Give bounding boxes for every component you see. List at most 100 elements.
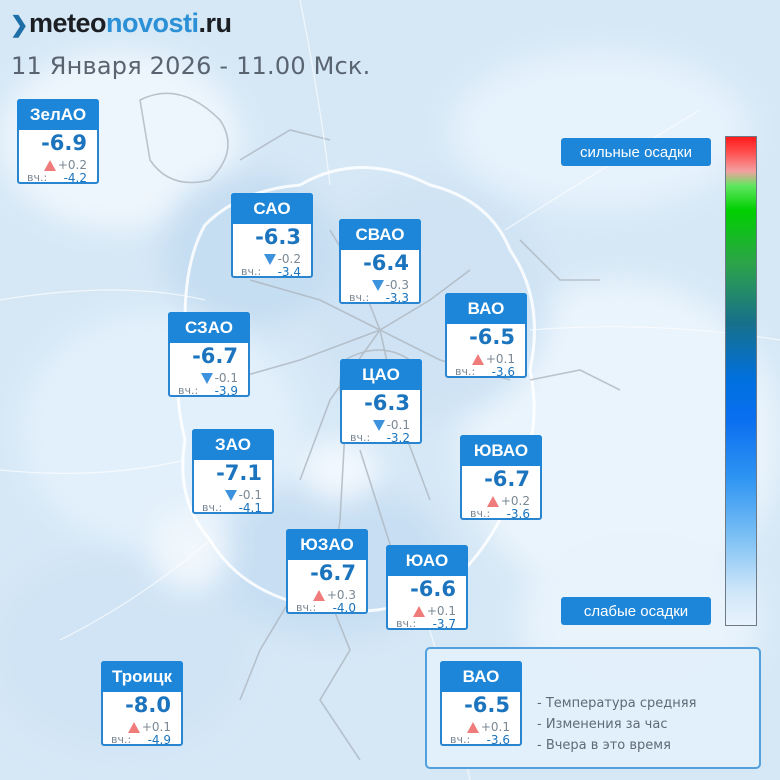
- site-logo[interactable]: ❯meteonovosti.ru: [10, 8, 232, 38]
- yesterday-value: -4.9: [147, 733, 171, 747]
- change-value: -0.1: [214, 371, 238, 385]
- logo-mark-icon: ❯: [10, 12, 28, 37]
- yesterday-value: -4.0: [332, 601, 356, 615]
- change-value: -0.2: [277, 252, 301, 266]
- district-card-zao[interactable]: ЗАО -7.1 -0.1 вч.: -4.1: [192, 429, 274, 515]
- hourly-change: +0.1: [127, 720, 171, 734]
- change-value: +0.2: [57, 158, 87, 172]
- district-card-cao[interactable]: ЦАО -6.3 -0.1 вч.: -3.2: [340, 359, 422, 445]
- district-name: ЮЗАО: [286, 529, 368, 560]
- legend-item-avg: - Температура средняя: [537, 696, 697, 711]
- hourly-change: +0.2: [43, 158, 87, 172]
- precipitation-scale-bar: [725, 136, 757, 626]
- hourly-change: -0.1: [200, 371, 238, 385]
- district-card-troick[interactable]: Троицк -8.0 +0.1 вч.: -4.9: [101, 661, 183, 747]
- district-card-sao[interactable]: САО -6.3 -0.2 вч.: -3.4: [231, 193, 313, 279]
- change-value: +0.1: [426, 604, 456, 618]
- yesterday-value: -4.2: [63, 171, 87, 185]
- yesterday-label: вч.:: [470, 507, 491, 520]
- change-value: +0.3: [326, 588, 356, 602]
- temperature-value: -6.3: [255, 225, 301, 249]
- yesterday-label: вч.:: [349, 291, 370, 304]
- strong-precip-label: сильные осадки: [561, 138, 711, 166]
- district-card-yuvao[interactable]: ЮВАО -6.7 +0.2 вч.: -3.6: [460, 435, 542, 521]
- change-value: +0.1: [480, 720, 510, 734]
- temperature-value: -6.6: [410, 577, 456, 601]
- arrow-down-icon: [200, 372, 213, 384]
- temperature-value: -6.7: [192, 344, 238, 368]
- district-name: САО: [231, 193, 313, 224]
- arrow-up-icon: [412, 605, 425, 617]
- district-name: СЗАО: [168, 312, 250, 343]
- yesterday-label: вч.:: [241, 265, 262, 278]
- yesterday-value: -3.6: [486, 733, 510, 747]
- change-value: +0.2: [500, 494, 530, 508]
- legend-sample-card: ВАО -6.5 +0.1 вч.: -3.6: [440, 661, 522, 747]
- temperature-value: -6.3: [364, 391, 410, 415]
- temperature-value: -7.1: [216, 461, 262, 485]
- yesterday-label: вч.:: [27, 171, 48, 184]
- arrow-up-icon: [486, 495, 499, 507]
- yesterday-value: -3.2: [386, 431, 410, 445]
- district-card-zelao[interactable]: ЗелАО -6.9 +0.2 вч.: -4.2: [17, 99, 99, 185]
- legend-item-change: - Изменения за час: [537, 717, 668, 732]
- date-time-subtitle: 11 Января 2026 - 11.00 Мск.: [11, 52, 371, 80]
- temperature-value: -6.7: [484, 467, 530, 491]
- change-value: -0.1: [386, 418, 410, 432]
- yesterday-value: -4.1: [238, 501, 262, 515]
- yesterday-label: вч.:: [296, 601, 317, 614]
- hourly-change: -0.1: [372, 418, 410, 432]
- district-card-yuzao[interactable]: ЮЗАО -6.7 +0.3 вч.: -4.0: [286, 529, 368, 615]
- yesterday-value: -3.7: [432, 617, 456, 631]
- arrow-down-icon: [263, 253, 276, 265]
- hourly-change: +0.3: [312, 588, 356, 602]
- change-value: -0.1: [238, 488, 262, 502]
- district-name: ЮВАО: [460, 435, 542, 466]
- district-name: ЦАО: [340, 359, 422, 390]
- hourly-change: +0.1: [412, 604, 456, 618]
- hourly-change: +0.1: [471, 352, 515, 366]
- temperature-value: -6.5: [464, 693, 510, 717]
- district-card-svao[interactable]: СВАО -6.4 -0.3 вч.: -3.3: [339, 219, 421, 305]
- district-name: ЗелАО: [17, 99, 99, 130]
- district-card-vao[interactable]: ВАО -6.5 +0.1 вч.: -3.6: [445, 293, 527, 379]
- hourly-change: -0.1: [224, 488, 262, 502]
- temperature-value: -8.0: [125, 693, 171, 717]
- legend-item-yesterday: - Вчера в это время: [537, 738, 671, 753]
- district-name: Троицк: [101, 661, 183, 692]
- yesterday-value: -3.6: [506, 507, 530, 521]
- yesterday-value: -3.6: [491, 365, 515, 379]
- arrow-down-icon: [224, 489, 237, 501]
- yesterday-label: вч.:: [178, 384, 199, 397]
- yesterday-label: вч.:: [396, 617, 417, 630]
- hourly-change: -0.2: [263, 252, 301, 266]
- temperature-value: -6.7: [310, 561, 356, 585]
- legend-items: - Температура средняя - Изменения за час…: [537, 693, 696, 756]
- hourly-change: +0.2: [486, 494, 530, 508]
- district-name: ЮАО: [386, 545, 468, 576]
- change-value: -0.3: [385, 278, 409, 292]
- district-name: СВАО: [339, 219, 421, 250]
- hourly-change: -0.3: [371, 278, 409, 292]
- weak-precip-label: слабые осадки: [561, 597, 711, 625]
- arrow-up-icon: [471, 353, 484, 365]
- yesterday-label: вч.:: [455, 365, 476, 378]
- district-name: ВАО: [440, 661, 522, 692]
- arrow-up-icon: [466, 721, 479, 733]
- temperature-value: -6.4: [363, 251, 409, 275]
- district-name: ВАО: [445, 293, 527, 324]
- yesterday-label: вч.:: [350, 431, 371, 444]
- yesterday-value: -3.4: [277, 265, 301, 279]
- hourly-change: +0.1: [466, 720, 510, 734]
- district-card-szao[interactable]: СЗАО -6.7 -0.1 вч.: -3.9: [168, 312, 250, 398]
- yesterday-label: вч.:: [450, 733, 471, 746]
- arrow-up-icon: [127, 721, 140, 733]
- district-card-yuao[interactable]: ЮАО -6.6 +0.1 вч.: -3.7: [386, 545, 468, 631]
- temperature-value: -6.9: [41, 131, 87, 155]
- yesterday-value: -3.3: [385, 291, 409, 305]
- yesterday-label: вч.:: [202, 501, 223, 514]
- yesterday-label: вч.:: [111, 733, 132, 746]
- temperature-value: -6.5: [469, 325, 515, 349]
- change-value: +0.1: [141, 720, 171, 734]
